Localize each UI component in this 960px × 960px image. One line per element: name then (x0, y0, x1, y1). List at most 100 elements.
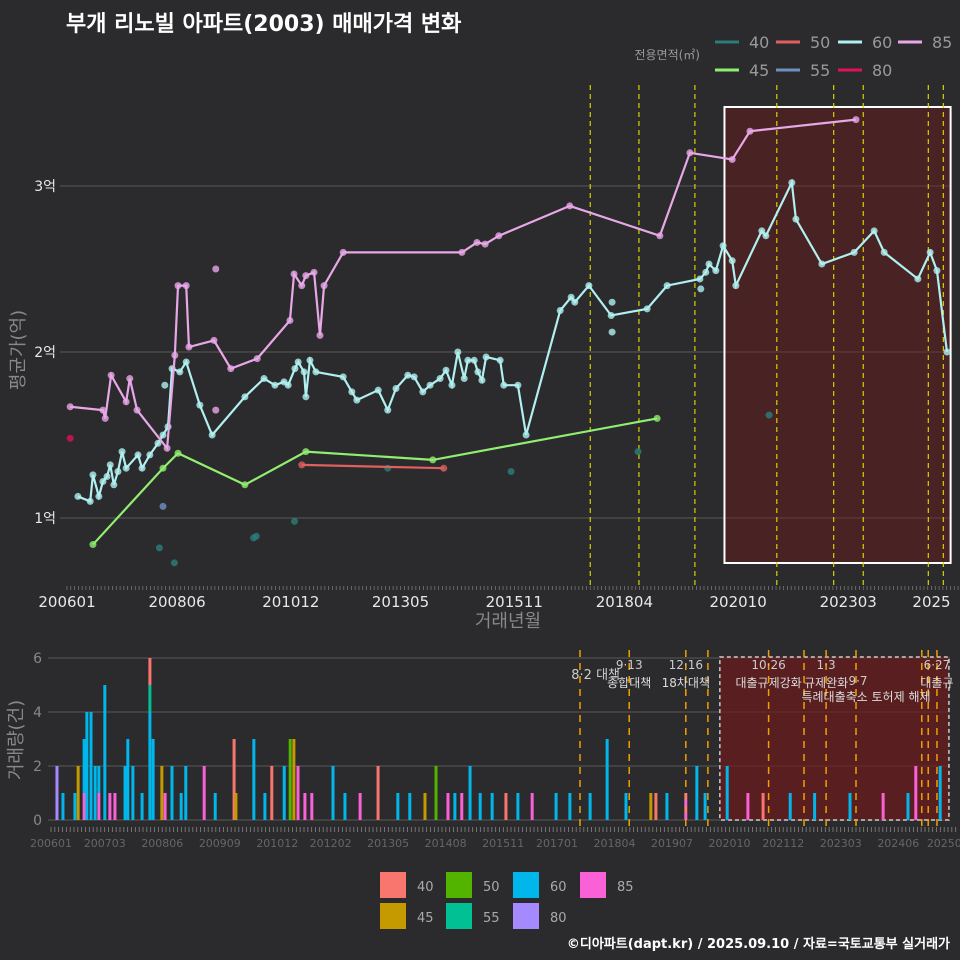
chart-title: 부개 리노빌 아파트(2003) 매매가격 변화 (66, 12, 462, 37)
bar-85 (746, 793, 750, 820)
bar-60 (73, 793, 77, 820)
bar-x-tick-label: 200703 (84, 837, 126, 850)
bar-85 (108, 793, 112, 820)
data-point-60 (404, 371, 412, 379)
data-point-40 (155, 544, 163, 552)
data-point-85 (122, 398, 130, 406)
data-point-60 (705, 260, 713, 268)
data-point-60 (482, 353, 490, 361)
data-point-60 (567, 293, 575, 301)
bar-85 (296, 766, 300, 820)
bar-y-tick-label: 0 (33, 813, 42, 829)
bar-legend-label-60: 60 (550, 880, 567, 895)
bar-x-tick-label: 202303 (820, 837, 862, 850)
data-point-60 (106, 461, 114, 469)
data-point-60 (914, 275, 922, 283)
data-point-60 (514, 381, 522, 389)
data-point-85 (310, 268, 318, 276)
bar-legend-label-55: 55 (483, 911, 500, 926)
data-point-85 (290, 270, 298, 278)
bar-60 (396, 793, 400, 820)
bar-55 (148, 685, 152, 712)
data-point-85 (253, 355, 261, 363)
bar-40 (376, 766, 380, 820)
data-point-45 (653, 414, 661, 422)
data-point-85 (316, 331, 324, 339)
data-point-60 (241, 393, 249, 401)
bar-60 (179, 793, 183, 820)
data-point-60 (454, 348, 462, 356)
data-point-60 (138, 464, 146, 472)
bar-60 (906, 793, 910, 820)
data-point-45 (89, 541, 97, 549)
data-point-60 (134, 451, 142, 459)
bar-85 (202, 766, 206, 820)
data-point-60 (712, 267, 720, 275)
bar-60 (516, 793, 520, 820)
bar-60 (151, 739, 155, 820)
bar-60 (605, 739, 609, 820)
data-point-60 (728, 257, 736, 265)
data-point-60 (571, 298, 579, 306)
data-point-60 (348, 388, 356, 396)
data-point-60 (702, 268, 710, 276)
bar-x-tick-label: 201012 (256, 837, 298, 850)
data-point-85 (339, 248, 347, 256)
bar-60 (343, 793, 347, 820)
data-point-85 (212, 265, 220, 273)
data-point-40 (765, 411, 773, 419)
bar-x-tick-label: 20250 (927, 837, 960, 850)
bar-legend-swatch-50 (446, 872, 472, 898)
bar-60 (695, 766, 699, 820)
data-point-60 (608, 298, 616, 306)
annotation-date: 10·26 (751, 658, 785, 672)
bar-x-tick-label: 202112 (762, 837, 804, 850)
data-point-60 (154, 439, 162, 447)
data-point-45 (241, 481, 249, 489)
legend-label-40: 40 (749, 33, 769, 52)
data-point-60 (926, 248, 934, 256)
bar-60 (263, 793, 267, 820)
data-point-60 (339, 373, 347, 381)
x-tick-label: 200601 (38, 593, 95, 611)
bar-60 (61, 793, 65, 820)
data-point-60 (585, 282, 593, 290)
data-point-60 (271, 381, 279, 389)
data-point-60 (208, 431, 216, 439)
bar-45 (76, 766, 80, 820)
x-tick-label: 202303 (820, 593, 877, 611)
data-point-60 (161, 381, 169, 389)
data-point-40 (634, 448, 642, 456)
data-point-60 (410, 373, 418, 381)
data-point-60 (384, 406, 392, 414)
data-point-85 (227, 365, 235, 373)
data-point-85 (686, 149, 694, 157)
bar-85 (310, 793, 314, 820)
data-point-60 (788, 179, 796, 187)
data-point-60 (663, 282, 671, 290)
bar-85 (530, 793, 534, 820)
data-point-85 (473, 238, 481, 246)
bar-85 (358, 793, 362, 820)
bar-x-tick-label: 200909 (199, 837, 241, 850)
bar-45 (649, 793, 653, 820)
legend-label-60: 60 (872, 33, 892, 52)
bar-60 (85, 712, 89, 820)
data-point-60 (89, 471, 97, 479)
data-point-85 (458, 248, 466, 256)
x-tick-label: 201804 (596, 593, 653, 611)
bar-x-tick-label: 201305 (367, 837, 409, 850)
data-point-85 (182, 282, 190, 290)
bar-60 (588, 793, 592, 820)
credit-text: ©디아파트(dapt.kr) / 2025.09.10 / 자료=국토교통부 실… (566, 937, 950, 952)
data-point-85 (107, 371, 115, 379)
data-point-50 (440, 464, 448, 472)
data-point-60 (436, 375, 444, 383)
data-point-85 (212, 406, 220, 414)
highlight-region (723, 106, 952, 564)
annotation-text: 대출규 (920, 676, 953, 690)
bar-60 (170, 766, 174, 820)
annotation-text: 대출규제강화 (735, 676, 801, 690)
data-point-60 (419, 388, 427, 396)
